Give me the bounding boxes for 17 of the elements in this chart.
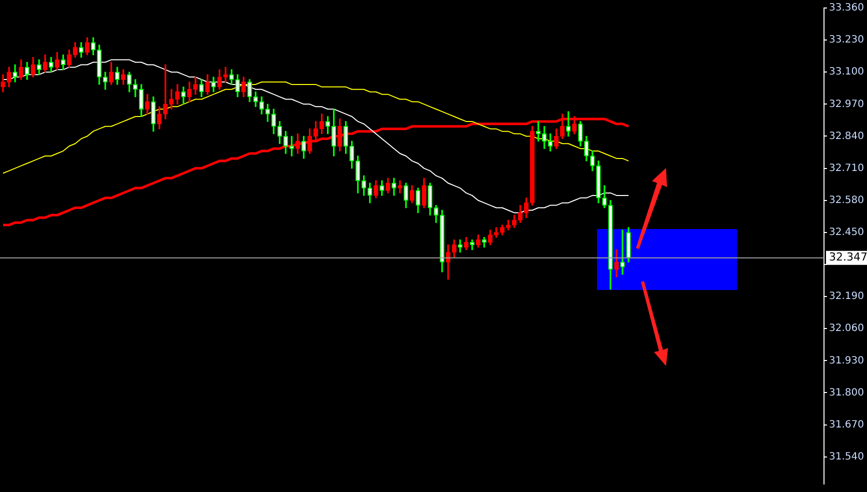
y-tick-label: 32.710: [829, 162, 864, 174]
y-tick-label: 31.930: [829, 355, 864, 366]
y-tick-label: 32.060: [829, 323, 864, 334]
y-tick-label: 32.970: [829, 98, 864, 110]
y-tick-label: 33.230: [829, 34, 864, 46]
y-tick-label: 32.450: [829, 227, 864, 238]
ref-line-label: 32.347: [829, 250, 867, 264]
y-tick-label: 33.360: [829, 2, 864, 14]
candlestick: [223, 66, 228, 82]
y-tick-label: 31.800: [829, 387, 864, 398]
y-tick-label: 32.580: [829, 194, 864, 206]
y-tick-label: 31.670: [829, 419, 864, 430]
y-tick-label: 31.540: [829, 451, 864, 462]
candlestick: [620, 230, 625, 275]
y-tick-label: 32.840: [829, 130, 864, 142]
y-tick-label: 32.190: [829, 291, 864, 302]
y-tick-label: 33.100: [829, 66, 864, 78]
